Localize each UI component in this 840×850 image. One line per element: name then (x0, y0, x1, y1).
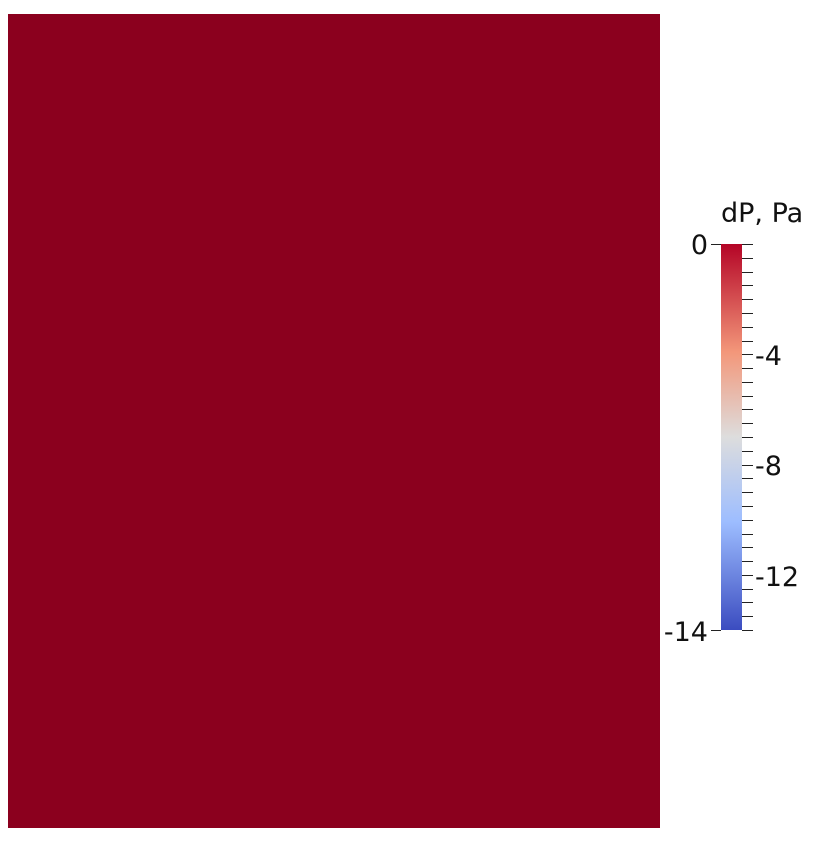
colorbar-tick-label-1: -4 (755, 341, 782, 372)
colorbar-max-label: 0 (690, 230, 708, 261)
scalar-field-render (8, 14, 660, 828)
colorbar-min-label: -14 (663, 617, 708, 648)
colorbar-tick-label-2: -8 (755, 451, 782, 482)
colorbar-title: dP, Pa (721, 198, 804, 229)
colorbar-tick-label-3: -12 (755, 562, 800, 593)
colorbar (721, 244, 742, 630)
